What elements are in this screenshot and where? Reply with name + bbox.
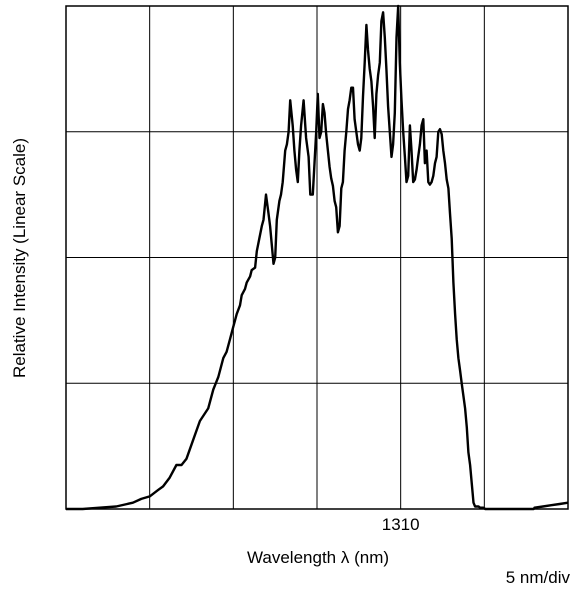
scale-annotation: 5 nm/div [506,568,571,587]
x-axis-label: Wavelength λ (nm) [247,548,389,567]
plot-frame [65,5,569,510]
x-tick-label: 1310 [382,515,420,534]
chart-grid [66,6,568,509]
y-axis-label: Relative Intensity (Linear Scale) [10,138,29,378]
